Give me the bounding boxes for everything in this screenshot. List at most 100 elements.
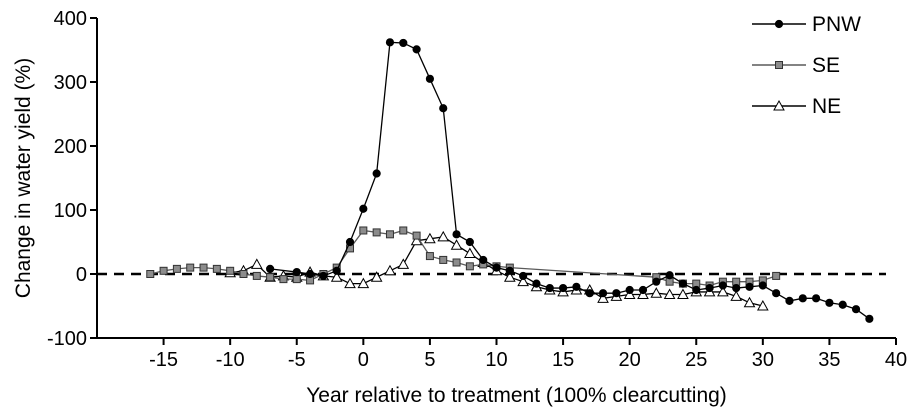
series-se-point <box>385 230 394 239</box>
series-se-point <box>292 275 301 284</box>
series-ne-point <box>464 247 476 259</box>
series-pnw-point <box>652 277 661 286</box>
series-se-point <box>465 262 474 271</box>
x-tick-label: 20 <box>619 349 641 371</box>
series-pnw-point <box>772 289 781 298</box>
series-pnw-point <box>585 289 594 298</box>
series-pnw-point <box>598 289 608 298</box>
series-ne-point <box>397 258 410 269</box>
legend-item-pnw: PNW <box>752 13 861 36</box>
series-pnw-point <box>465 237 474 247</box>
series-pnw-point <box>505 266 514 275</box>
series-pnw-point <box>558 283 568 293</box>
series-se-point <box>172 264 181 273</box>
legend-marker-se <box>775 61 783 69</box>
series-pnw-point <box>425 74 435 83</box>
series-ne-point <box>756 299 769 311</box>
y-tick-label: -100 <box>47 328 87 350</box>
series-se-point <box>199 263 208 272</box>
series-pnw-point <box>665 271 674 280</box>
series-se-point <box>399 226 408 235</box>
series-pnw-point <box>678 279 688 288</box>
series-ne-point <box>677 288 689 299</box>
series-pnw-point <box>439 104 448 113</box>
series-pnw-point <box>292 267 301 277</box>
legend-label-se: SE <box>812 54 840 77</box>
series-pnw-point <box>412 45 421 54</box>
x-tick-label: 5 <box>424 349 435 371</box>
series-pnw-point <box>359 204 368 213</box>
series-pnw-point <box>825 298 834 307</box>
series-group <box>146 38 874 323</box>
x-tick-label: -5 <box>288 349 306 371</box>
series-pnw-point <box>372 169 381 178</box>
series-pnw <box>266 38 874 323</box>
x-tick-label: 25 <box>685 349 707 371</box>
series-pnw-point <box>745 282 754 291</box>
legend-label-ne: NE <box>812 95 841 118</box>
series-ne-point <box>370 271 383 282</box>
series-ne-point <box>717 285 729 297</box>
series-ne-point <box>437 230 450 242</box>
legend-label-pnw: PNW <box>812 13 861 36</box>
ticks: -100 0 100 200 300 400 -15 -10 -5 0 5 10 15 20 25 30 35 4… <box>47 8 907 371</box>
series-pnw-point <box>399 38 408 48</box>
series-se-point <box>146 270 155 278</box>
x-tick-label: 10 <box>485 349 507 371</box>
series-pnw-point <box>479 255 488 265</box>
series-pnw-point <box>798 294 807 303</box>
series-pnw-point <box>705 283 714 293</box>
series-se-point <box>359 226 368 235</box>
series-ne-point <box>730 290 743 301</box>
x-axis-title: Year relative to treatment (100% clearcu… <box>306 384 727 407</box>
series-pnw-point <box>865 314 874 323</box>
x-tick-label: 0 <box>358 349 369 371</box>
series-ne-point <box>344 277 356 289</box>
series-pnw-point <box>732 283 741 293</box>
series-ne-point <box>597 292 609 303</box>
series-pnw-point <box>332 266 341 275</box>
series-pnw-point <box>812 294 821 303</box>
series-pnw-point <box>545 283 554 293</box>
series-se-point <box>212 264 221 273</box>
series-ne-point <box>450 239 463 250</box>
series-se-point <box>159 266 168 275</box>
x-tick-label: 15 <box>552 349 574 371</box>
series-ne-point <box>330 271 343 282</box>
legend-item-se: SE <box>752 54 840 77</box>
series-pnw-point <box>758 281 767 290</box>
series-pnw-point <box>532 279 541 288</box>
x-tick-label: -10 <box>216 349 245 371</box>
series-pnw-point <box>638 285 648 295</box>
series-pnw-point <box>385 38 395 47</box>
series-ne-point <box>384 264 396 276</box>
legend-item-ne: NE <box>752 95 841 118</box>
series-se-point <box>372 228 381 237</box>
series-ne-point <box>424 232 436 244</box>
series-se <box>146 226 781 290</box>
y-tick-label: 100 <box>54 200 87 222</box>
x-tick-label: 30 <box>752 349 774 371</box>
series-pnw-point <box>305 269 315 279</box>
series-pnw-point <box>345 237 355 247</box>
series-pnw-point <box>572 282 581 291</box>
series-se-point <box>252 271 261 280</box>
series-ne-point <box>517 275 529 287</box>
legend-marker-pnw <box>774 19 784 29</box>
series-pnw-point <box>692 285 701 295</box>
series-pnw-point <box>519 271 528 281</box>
series-se-point <box>266 273 275 282</box>
y-tick-label: 200 <box>54 136 87 158</box>
series-ne-point <box>743 296 756 308</box>
series-ne-point <box>650 287 663 298</box>
series-se-point <box>279 275 288 284</box>
legend-marker-ne <box>773 99 785 111</box>
series-se-point <box>412 231 421 240</box>
series-se-point <box>452 258 461 267</box>
series-pnw-point <box>838 300 847 309</box>
series-se-point <box>226 266 235 275</box>
series-pnw-point <box>718 281 727 290</box>
series-pnw-point <box>492 263 501 272</box>
